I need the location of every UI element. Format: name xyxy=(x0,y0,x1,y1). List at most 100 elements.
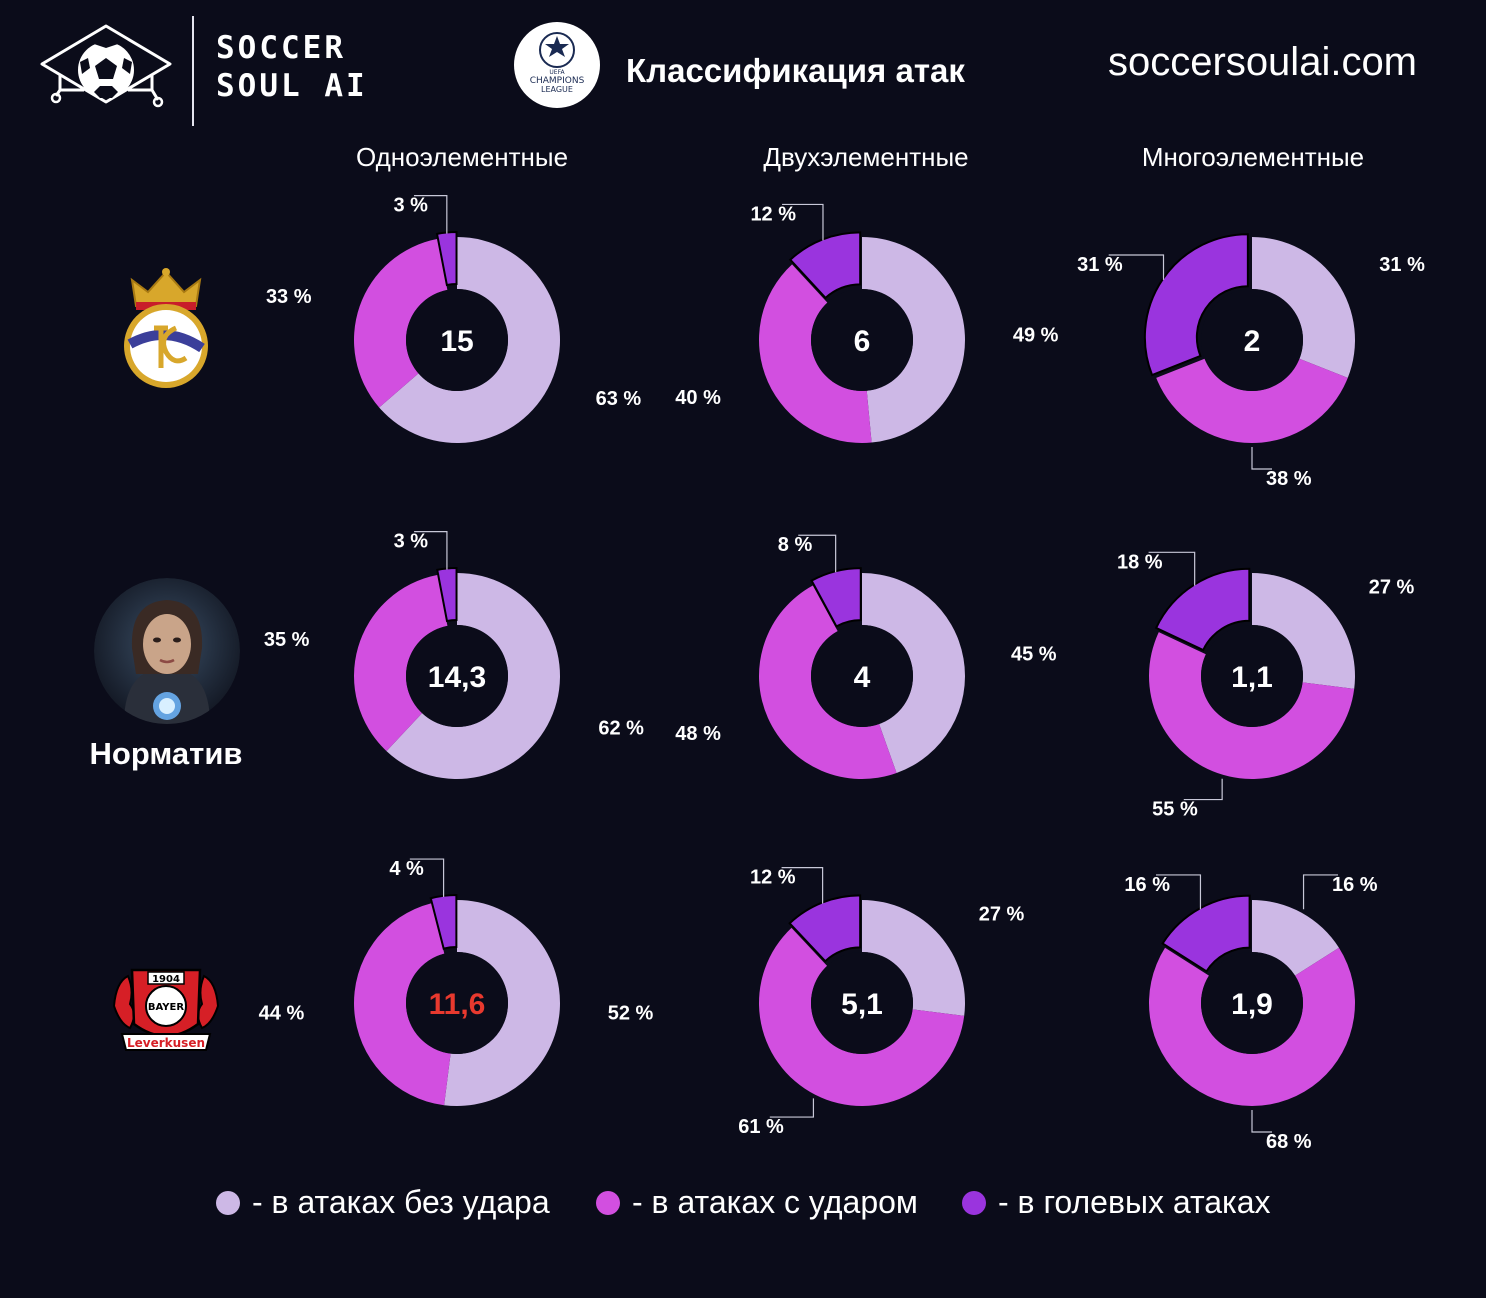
ai-avatar-icon xyxy=(94,578,240,724)
donut-slice-label: 8 % xyxy=(778,534,813,556)
column-header-single: Одноэлементные xyxy=(355,142,569,172)
donut-slice-label: 40 % xyxy=(675,387,721,409)
donut-chart-5: 27 % 55 % 18 % 1,1 xyxy=(1117,551,1415,820)
donut-center-value: 11,6 xyxy=(429,988,486,1021)
donut-slice-shot xyxy=(758,585,897,780)
donut-center-value: 15 xyxy=(440,325,473,358)
legend-item-goal: - в голевых атаках xyxy=(962,1184,1271,1221)
donut-hole xyxy=(1201,952,1303,1054)
champions-league-logo: UEFA CHAMPIONS LEAGUE xyxy=(514,22,600,108)
donut-leader-line xyxy=(413,195,448,234)
donut-slice-shot xyxy=(354,574,448,752)
legend-dot-goal xyxy=(962,1190,986,1215)
donut-center-value: 6 xyxy=(854,325,871,358)
donut-slice-label: 31 % xyxy=(1077,254,1123,276)
donut-slice-no_shot xyxy=(444,900,560,1107)
donut-center-value: 1,1 xyxy=(1231,661,1273,694)
donut-hole xyxy=(406,625,508,727)
column-header-multi: Многоэлементные xyxy=(1141,142,1365,172)
donut-slice-label: 35 % xyxy=(264,629,310,651)
ucl-text-uefa: UEFA xyxy=(549,69,565,76)
donut-slice-label: 27 % xyxy=(979,903,1025,925)
donut-slice-shot xyxy=(354,238,448,408)
donut-hole xyxy=(811,625,913,727)
donut-slice-goal xyxy=(1161,894,1251,973)
donut-slice-no_shot xyxy=(1252,573,1355,689)
donut-slice-no_shot xyxy=(862,900,965,1016)
donut-leader-line xyxy=(1251,1110,1272,1133)
donut-slice-label: 52 % xyxy=(608,1003,654,1025)
donut-center-value: 1,9 xyxy=(1231,988,1273,1021)
page-title: Классификация атак xyxy=(626,52,965,89)
donut-slice-label: 4 % xyxy=(389,858,424,880)
bayer-cross-text: BAYER xyxy=(148,1002,184,1013)
donut-slice-shot xyxy=(759,264,872,443)
legend-label-no-shot: - в атаках без удара xyxy=(252,1184,550,1220)
brand-name-line2: SOUL AI xyxy=(216,68,368,104)
donut-slice-no_shot xyxy=(1252,900,1339,976)
ucl-text-champions: CHAMPIONS xyxy=(530,76,585,86)
bayer-leverkusen-crest-icon: 1904 BAYER Leverkusen xyxy=(112,968,220,1051)
donut-slice-label: 45 % xyxy=(1011,644,1057,666)
donut-hole xyxy=(1201,625,1303,727)
donut-slice-label: 27 % xyxy=(1369,576,1415,598)
donut-slice-shot xyxy=(353,903,451,1106)
donut-slice-label: 48 % xyxy=(675,723,721,745)
donut-slice-label: 49 % xyxy=(1013,325,1059,347)
soccer-soul-logo-icon xyxy=(40,24,172,108)
donut-slice-no_shot xyxy=(379,237,561,443)
donut-leader-line xyxy=(1148,551,1196,586)
donut-slice-label: 16 % xyxy=(1332,874,1378,896)
donut-chart-4: 45 % 48 % 8 % 4 xyxy=(675,534,1057,780)
donut-chart-2: 31 % 38 % 31 % 2 xyxy=(1077,233,1425,490)
legend-dot-shot xyxy=(596,1190,620,1215)
donut-chart-0: 63 % 33 % 3 % 15 xyxy=(266,195,641,443)
real-madrid-crest-icon xyxy=(124,268,208,388)
donut-hole xyxy=(406,952,508,1054)
legend-label-shot: - в атаках с ударом xyxy=(632,1184,918,1220)
donut-chart-1: 49 % 40 % 12 % 6 xyxy=(675,203,1059,443)
donut-slice-label: 12 % xyxy=(750,867,796,889)
legend-dot-no-shot xyxy=(216,1190,240,1215)
donut-slice-no_shot xyxy=(386,573,560,780)
donut-slice-shot xyxy=(1149,947,1356,1106)
donut-slice-label: 16 % xyxy=(1124,874,1170,896)
donut-hole xyxy=(811,952,913,1054)
donut-slice-label: 68 % xyxy=(1266,1131,1312,1153)
donut-leader-line xyxy=(1251,447,1272,470)
donut-slice-goal xyxy=(436,567,458,623)
site-url: soccersoulai.com xyxy=(1108,40,1418,84)
donut-slice-shot xyxy=(759,927,965,1106)
donut-slice-label: 44 % xyxy=(259,1003,305,1025)
leverkusen-year-text: 1904 xyxy=(152,974,180,985)
donut-leader-line xyxy=(1108,254,1165,280)
donut-slice-label: 33 % xyxy=(266,286,312,308)
donut-slice-shot xyxy=(1149,632,1355,779)
donut-center-value: 2 xyxy=(1244,325,1261,358)
donut-slice-goal xyxy=(429,894,458,950)
donut-slice-goal xyxy=(788,231,862,300)
donut-chart-8: 16 % 68 % 16 % 1,9 xyxy=(1124,874,1377,1153)
donut-slice-label: 31 % xyxy=(1379,254,1425,276)
donut-leader-line xyxy=(798,534,837,573)
donut-slice-goal xyxy=(1143,233,1249,377)
donut-chart-3: 62 % 35 % 3 % 14,3 xyxy=(264,531,644,780)
donut-center-value: 5,1 xyxy=(841,988,883,1021)
donut-leader-line xyxy=(781,867,824,904)
donut-slice-label: 38 % xyxy=(1266,468,1312,490)
donut-slice-label: 3 % xyxy=(394,531,429,553)
donut-leader-line xyxy=(1155,874,1202,910)
donut-leader-line xyxy=(1302,874,1339,910)
donut-slice-label: 3 % xyxy=(394,195,429,217)
donut-slice-goal xyxy=(1154,567,1251,652)
donut-slice-label: 18 % xyxy=(1117,551,1163,573)
legend-item-no-shot: - в атаках без удара xyxy=(216,1184,550,1221)
brand-divider xyxy=(192,16,194,126)
donut-slice-no_shot xyxy=(862,573,965,774)
ucl-text-league: LEAGUE xyxy=(541,85,573,94)
donut-leader-line xyxy=(414,531,448,570)
donut-slice-no_shot xyxy=(862,237,966,443)
donut-slice-no_shot xyxy=(1252,237,1355,378)
donut-slice-label: 12 % xyxy=(750,203,796,225)
